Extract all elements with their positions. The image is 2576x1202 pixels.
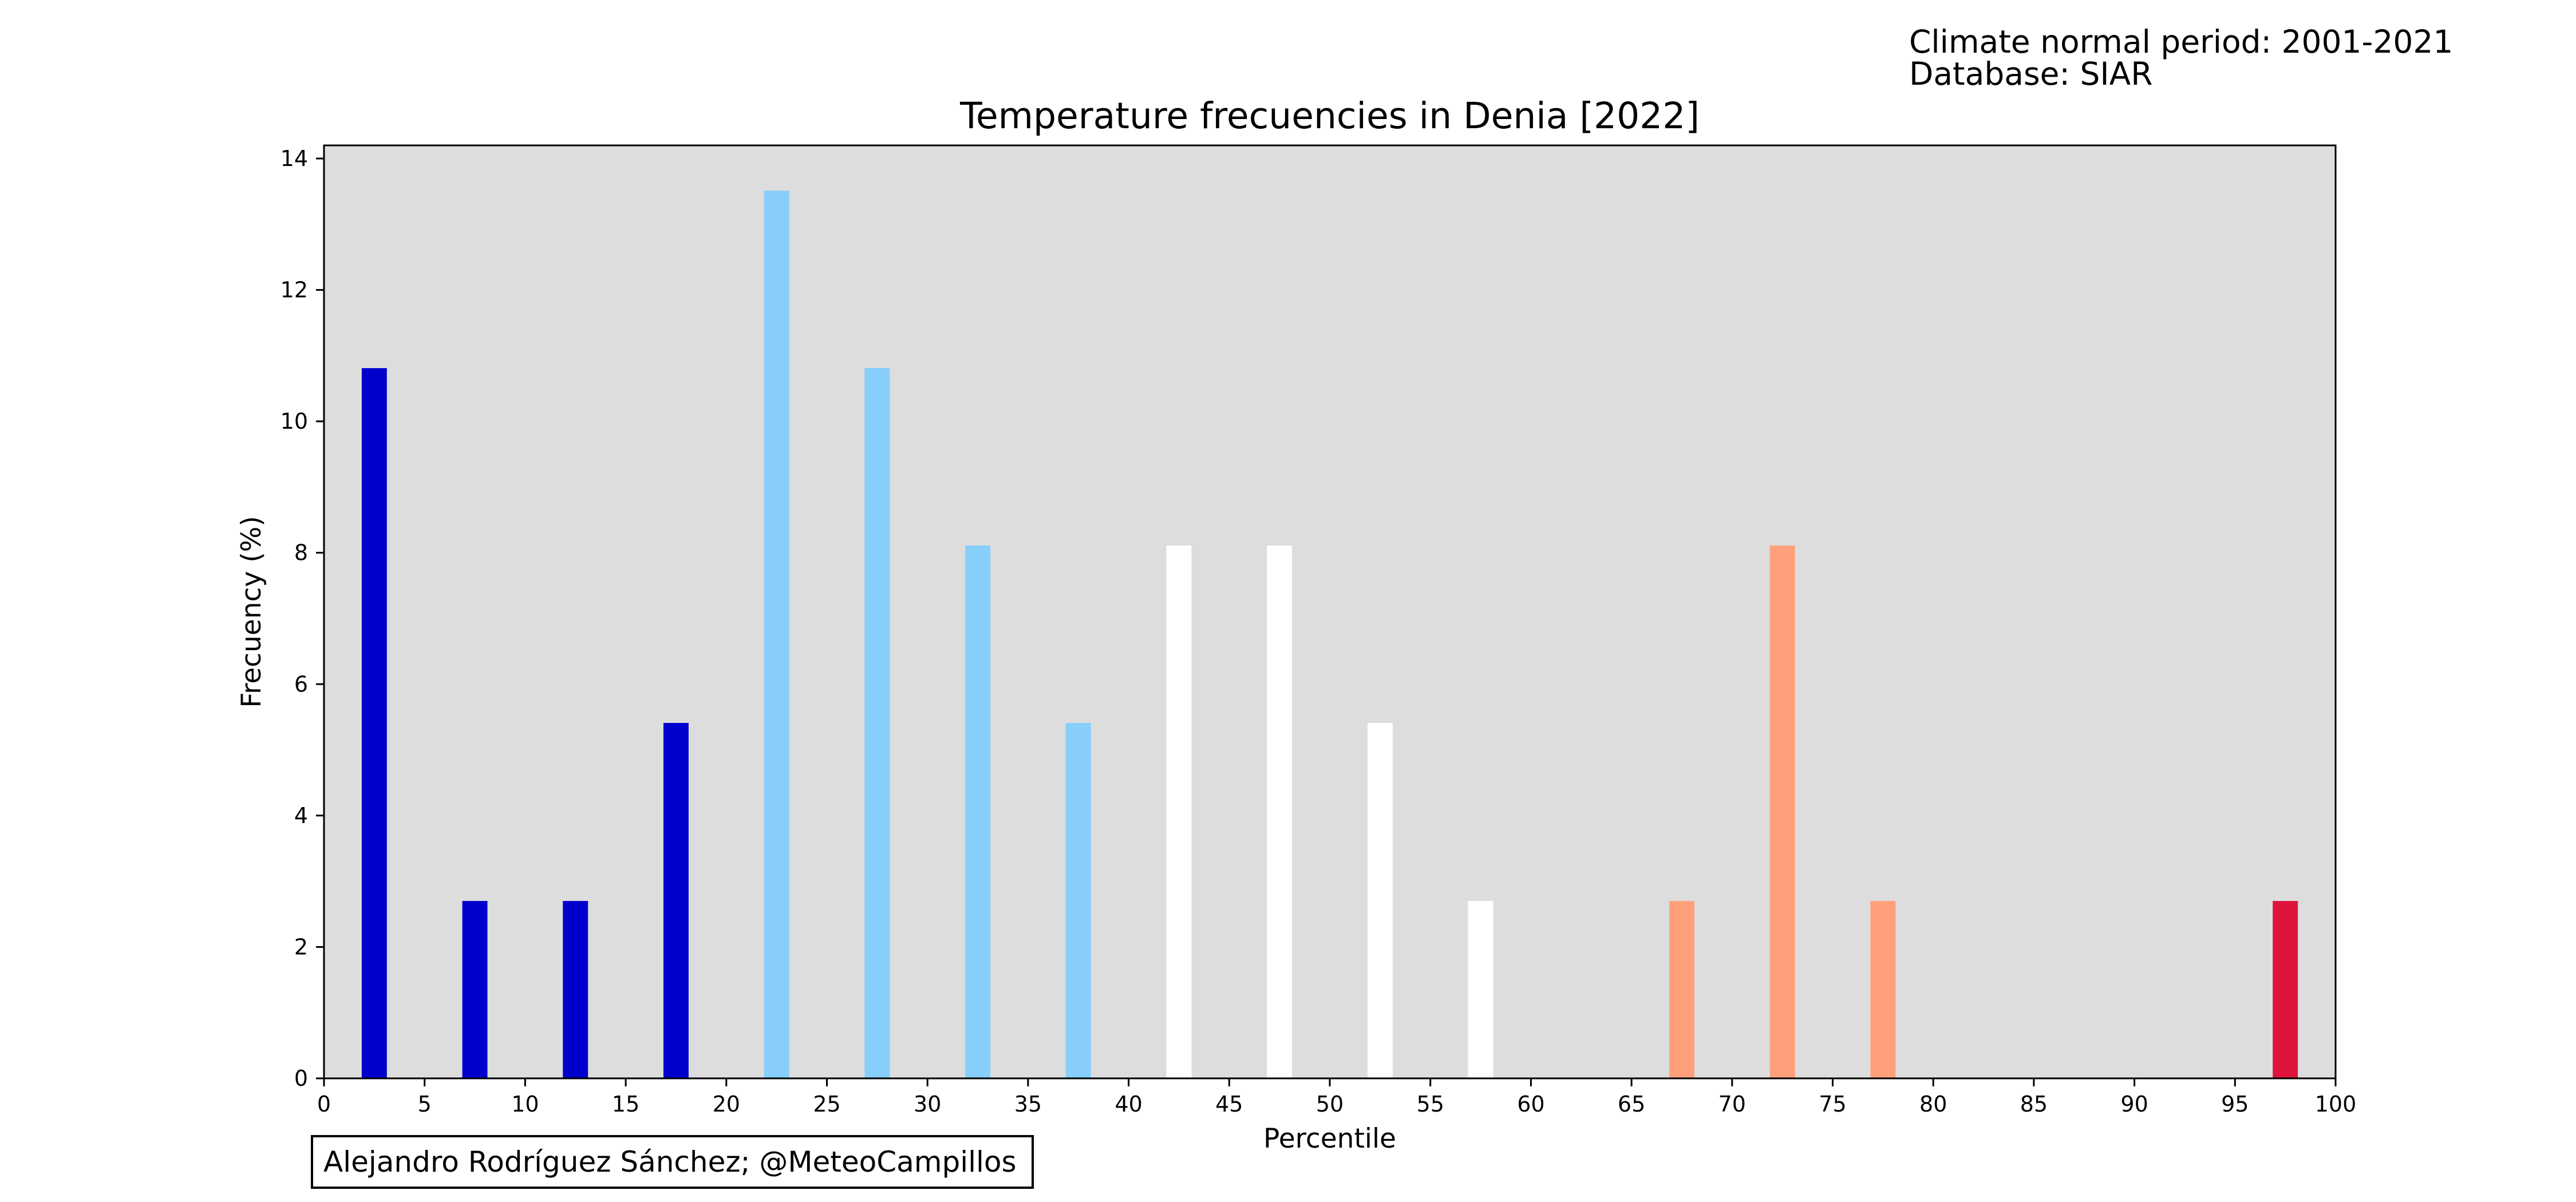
x-tick-label: 90 [2120, 1092, 2148, 1117]
x-tick-label: 15 [612, 1092, 639, 1117]
y-tick-label: 8 [294, 540, 308, 566]
bar-percentile-22.5 [764, 191, 789, 1078]
bar-percentile-37.5 [1065, 722, 1091, 1078]
bar-percentile-17.5 [663, 722, 689, 1078]
bar-percentile-7.5 [462, 901, 488, 1078]
bar-percentile-72.5 [1769, 545, 1795, 1078]
x-tick-label: 85 [2020, 1092, 2048, 1117]
bar-percentile-32.5 [965, 545, 991, 1078]
x-tick-label: 30 [914, 1092, 941, 1117]
x-tick-label: 50 [1316, 1092, 1344, 1117]
x-tick-label: 95 [2221, 1092, 2249, 1117]
y-axis-ticks: 0 2 4 6 8 10 12 14 [280, 146, 324, 1091]
bar-percentile-2.5 [361, 368, 387, 1078]
x-tick-label: 40 [1115, 1092, 1142, 1117]
y-axis-label: Frecuency (%) [236, 516, 267, 707]
plot-area [324, 145, 2336, 1078]
climate-normal-period-text: Climate normal period: 2001-2021 [1909, 23, 2453, 60]
x-tick-label: 35 [1014, 1092, 1042, 1117]
x-tick-label: 10 [511, 1092, 539, 1117]
bar-percentile-52.5 [1367, 722, 1393, 1078]
x-tick-label: 55 [1417, 1092, 1444, 1117]
bar-percentile-27.5 [864, 368, 890, 1078]
y-tick-label: 0 [294, 1066, 308, 1091]
y-tick-label: 10 [280, 409, 308, 434]
database-text: Database: SIAR [1909, 56, 2152, 92]
bar-percentile-12.5 [563, 901, 588, 1078]
bar-percentile-42.5 [1166, 545, 1192, 1078]
x-tick-label: 20 [713, 1092, 740, 1117]
x-tick-label: 60 [1517, 1092, 1544, 1117]
bars [361, 191, 2298, 1078]
x-axis-ticks: 0 5 10 15 20 25 30 35 40 45 50 55 60 65 70 75 80 85 90 95 10… [317, 1078, 2356, 1117]
x-tick-label: 65 [1618, 1092, 1645, 1117]
x-tick-label: 25 [813, 1092, 840, 1117]
x-axis-label: Percentile [1263, 1123, 1396, 1154]
bar-percentile-57.5 [1468, 901, 1494, 1078]
y-tick-label: 6 [294, 671, 308, 697]
x-tick-label: 70 [1718, 1092, 1746, 1117]
chart-title: Temperature frecuencies in Denia [2022] [959, 95, 1700, 137]
x-tick-label: 80 [1919, 1092, 1947, 1117]
credit-text: Alejandro Rodríguez Sánchez; @MeteoCampi… [323, 1145, 1017, 1179]
y-tick-label: 2 [294, 934, 308, 959]
x-tick-label: 0 [317, 1092, 331, 1117]
y-tick-label: 14 [280, 146, 308, 171]
bar-percentile-67.5 [1669, 901, 1694, 1078]
bar-percentile-77.5 [1870, 901, 1896, 1078]
x-tick-label: 100 [2315, 1092, 2357, 1117]
y-tick-label: 12 [280, 278, 308, 303]
bar-percentile-97.5 [2273, 901, 2298, 1078]
x-tick-label: 75 [1819, 1092, 1846, 1117]
x-tick-label: 5 [418, 1092, 432, 1117]
y-tick-label: 4 [294, 803, 308, 828]
x-tick-label: 45 [1215, 1092, 1243, 1117]
credit-box [311, 1135, 1034, 1189]
bar-percentile-47.5 [1267, 545, 1293, 1078]
